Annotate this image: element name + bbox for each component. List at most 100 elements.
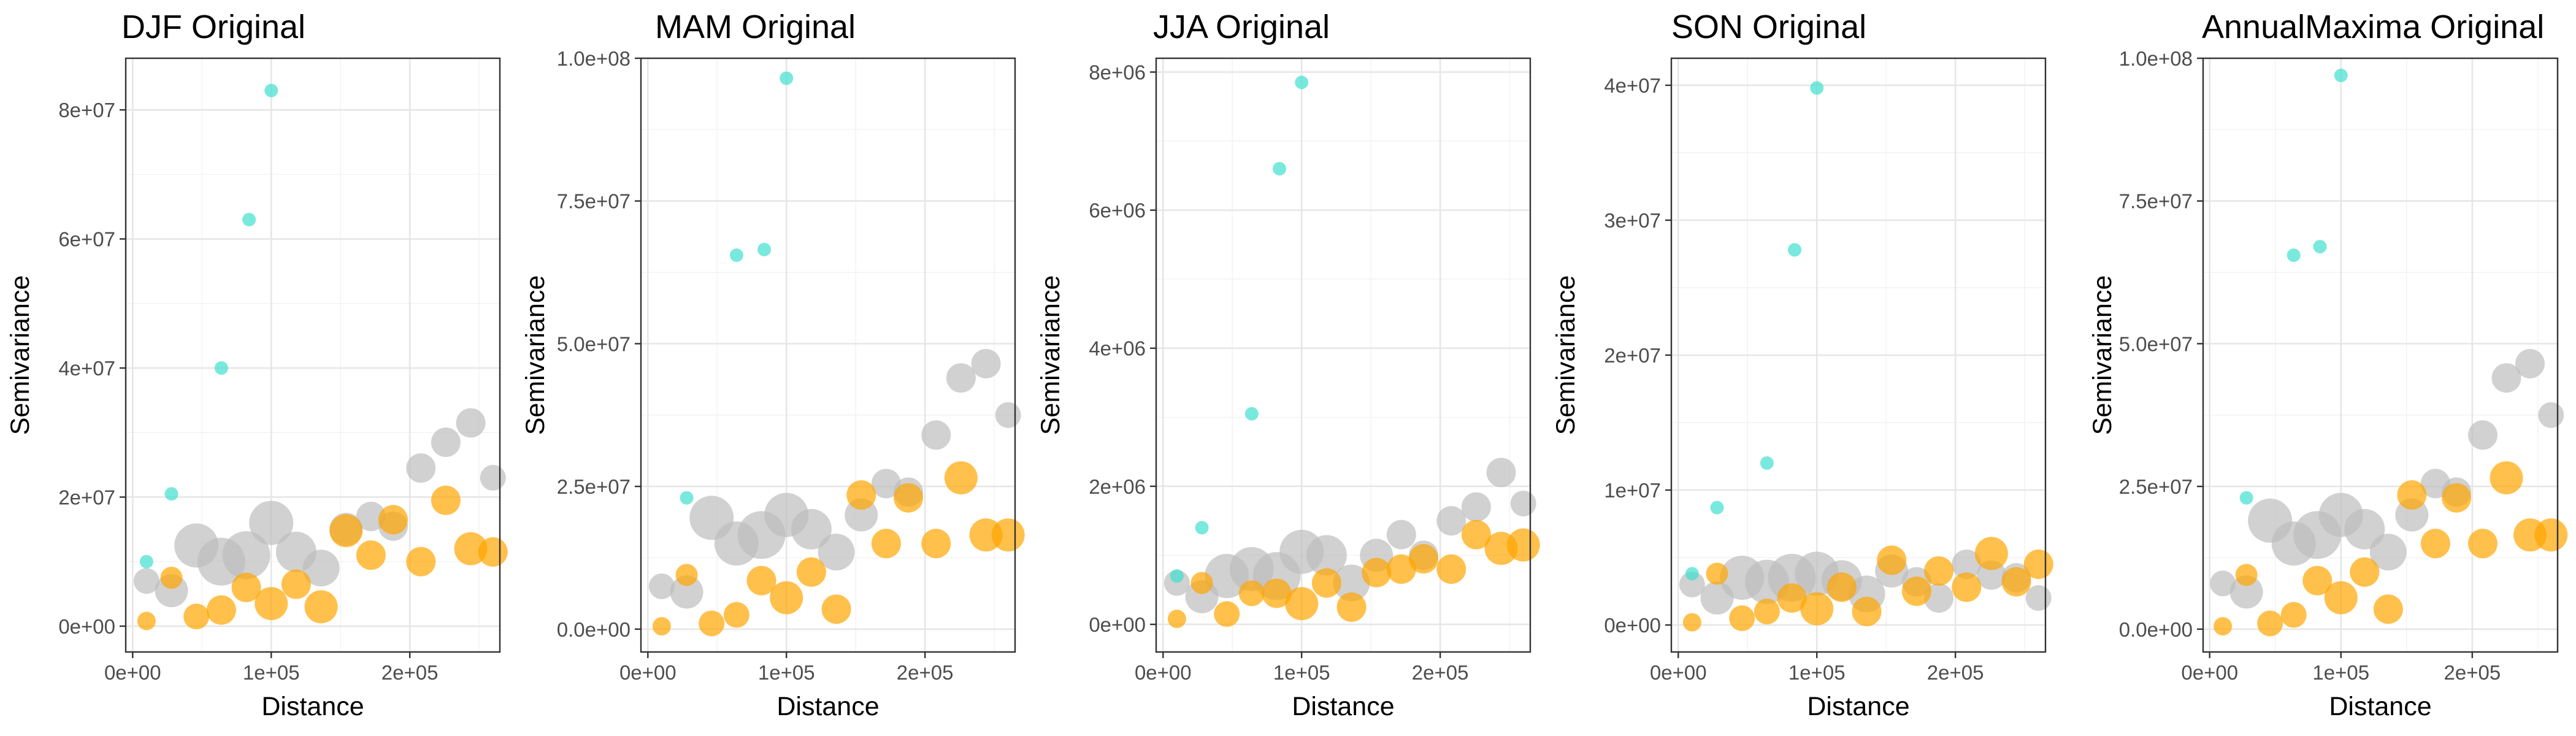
data-point <box>1788 243 1802 257</box>
x-axis: 0e+00 1e+05 2e+05 <box>1135 652 1468 684</box>
data-point <box>871 469 901 499</box>
data-point <box>1436 506 1466 536</box>
data-point <box>2235 564 2258 586</box>
data-point <box>1386 554 1416 584</box>
data-point <box>1952 550 1982 579</box>
data-point <box>1244 407 1259 421</box>
data-point <box>1710 500 1724 515</box>
data-point <box>1238 580 1265 607</box>
data-point <box>2373 594 2403 624</box>
data-point <box>1486 458 1516 488</box>
data-point <box>431 427 461 458</box>
series-grey-points <box>1163 458 1536 613</box>
x-axis-title: Distance <box>2329 692 2431 721</box>
data-point <box>406 453 436 483</box>
data-point <box>1190 572 1213 594</box>
data-point <box>431 485 461 515</box>
y-axis: 0.0e+00 2.5e+07 5.0e+07 7.5e+07 1.0e+08 <box>2119 47 2203 641</box>
data-point <box>378 505 408 535</box>
data-point <box>2001 567 2031 597</box>
data-point <box>160 567 183 589</box>
data-point <box>1682 613 1701 632</box>
data-point <box>264 83 278 98</box>
x-tick-label: 0e+00 <box>2181 661 2238 684</box>
data-point <box>214 361 228 375</box>
panel-title: JJA Original <box>1153 9 1330 45</box>
data-point <box>164 487 178 501</box>
x-tick-label: 0e+00 <box>1135 661 1192 684</box>
data-point <box>2534 518 2568 552</box>
data-point <box>699 610 725 637</box>
x-axis-title: Distance <box>261 692 364 721</box>
series-cyan-points <box>1685 81 1824 581</box>
data-point <box>1754 599 1780 624</box>
data-point <box>2287 248 2301 263</box>
data-point <box>478 537 508 567</box>
data-point <box>2025 585 2052 611</box>
y-tick-label: 1.0e+08 <box>2119 47 2193 70</box>
y-tick-label: 5.0e+07 <box>2119 332 2193 355</box>
y-axis-title: Semivariance <box>521 275 550 435</box>
data-point <box>1336 592 1367 622</box>
data-point <box>1273 162 1287 176</box>
data-point <box>971 348 1001 378</box>
y-tick-label: 2e+07 <box>58 486 115 508</box>
series-cyan-points <box>139 83 278 569</box>
data-point <box>1810 81 1824 95</box>
data-point <box>670 575 703 609</box>
panel-border <box>2202 57 2559 653</box>
data-point <box>944 461 978 495</box>
y-tick-label: 1e+07 <box>1604 479 1661 502</box>
data-point <box>2229 575 2263 609</box>
data-point <box>770 581 803 615</box>
x-tick-label: 2e+05 <box>381 661 439 684</box>
data-point <box>1685 567 1699 581</box>
data-point <box>2313 240 2327 254</box>
panel-2: 0e+00 1e+05 2e+05 0.0e+00 2.5e+07 5.0e+07 7.5e… <box>521 9 1025 721</box>
data-point <box>2280 602 2307 628</box>
data-point <box>846 480 876 510</box>
data-point <box>356 540 386 570</box>
data-point <box>1777 583 1807 613</box>
data-point <box>729 248 743 263</box>
data-point <box>2344 508 2385 550</box>
panel-border <box>125 57 501 653</box>
data-point <box>2442 483 2472 513</box>
data-point <box>329 514 363 548</box>
x-tick-label: 1e+05 <box>2312 661 2369 684</box>
x-tick-label: 0e+00 <box>104 661 161 684</box>
data-point <box>356 502 386 532</box>
data-point <box>680 491 694 505</box>
data-point <box>2369 534 2407 571</box>
data-point <box>791 508 832 550</box>
panel-5: 0e+00 1e+05 2e+05 0.0e+00 2.5e+07 5.0e+07 7.5e… <box>2088 9 2568 721</box>
series-cyan-points <box>1170 75 1309 583</box>
data-point <box>1167 609 1186 628</box>
panel-border <box>1155 57 1531 653</box>
data-point <box>1436 554 1466 584</box>
data-point <box>206 595 236 625</box>
data-point <box>652 617 671 636</box>
data-point <box>1195 521 1209 535</box>
y-tick-label: 5.0e+07 <box>557 332 631 355</box>
data-point <box>894 483 924 513</box>
x-tick-label: 0e+00 <box>1650 661 1707 684</box>
data-point <box>1852 597 1882 626</box>
panel-title: MAM Original <box>655 9 856 45</box>
data-point <box>1170 569 1184 583</box>
data-point <box>946 363 976 393</box>
data-point <box>1333 564 1370 602</box>
y-tick-label: 3e+07 <box>1604 209 1661 232</box>
series-orange-points <box>1682 537 2053 632</box>
data-point <box>723 602 749 628</box>
panel-title: SON Original <box>1671 9 1866 45</box>
data-point <box>242 213 256 227</box>
data-point <box>222 531 270 580</box>
x-tick-label: 0e+00 <box>619 661 677 684</box>
x-axis: 0e+00 1e+05 2e+05 <box>619 652 953 684</box>
data-point <box>2490 461 2523 495</box>
data-point <box>921 529 951 559</box>
y-axis: 0e+00 2e+06 4e+06 6e+06 8e+06 <box>1089 61 1156 636</box>
data-point <box>1924 556 1954 586</box>
data-point <box>454 532 488 565</box>
